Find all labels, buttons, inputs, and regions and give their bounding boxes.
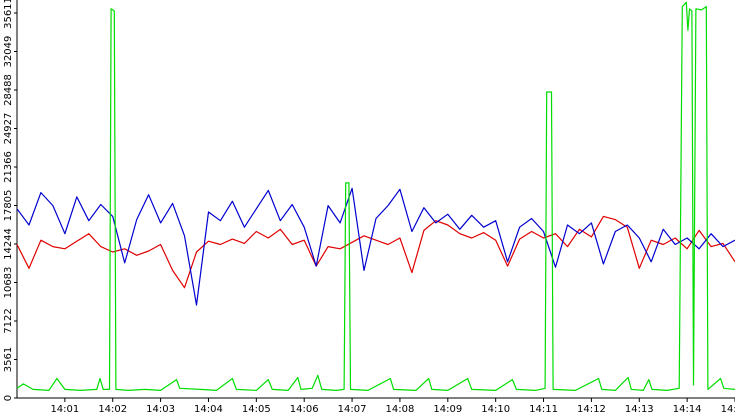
y-tick-label: 3561 — [3, 347, 14, 372]
series-line — [16, 215, 735, 289]
y-tick-label: 7122 — [3, 308, 14, 333]
x-tick-label: 14:10 — [481, 404, 510, 415]
x-tick-label: 14:08 — [386, 404, 415, 415]
x-tick-label: 14:04 — [194, 404, 223, 415]
y-tick-label: 10683 — [3, 267, 14, 299]
x-tick-label: 14:09 — [433, 404, 462, 415]
x-tick-label: 14:02 — [98, 404, 127, 415]
series-line — [16, 1, 735, 391]
x-tick-label: 14:15 — [721, 404, 735, 415]
x-tick-label: 14:03 — [146, 404, 175, 415]
x-tick-label: 14:14 — [673, 404, 702, 415]
y-tick-label: 28488 — [3, 74, 14, 106]
x-tick-label: 14:06 — [290, 404, 319, 415]
x-tick-label: 14:11 — [529, 404, 558, 415]
y-tick-label: 0 — [3, 395, 14, 401]
y-tick-label: 24927 — [3, 113, 14, 145]
y-tick-label: 32049 — [3, 36, 14, 68]
y-tick-label: 17805 — [3, 190, 14, 222]
x-tick-label: 14:05 — [242, 404, 271, 415]
y-tick-label: 21366 — [3, 151, 14, 183]
x-tick-label: 14:01 — [50, 404, 79, 415]
series-line — [16, 187, 735, 306]
x-tick-label: 14:13 — [625, 404, 654, 415]
x-tick-label: 14:12 — [577, 404, 606, 415]
y-tick-label: 14244 — [3, 228, 14, 260]
y-tick-label: 35611 — [3, 0, 14, 29]
x-tick-label: 14:07 — [338, 404, 367, 415]
